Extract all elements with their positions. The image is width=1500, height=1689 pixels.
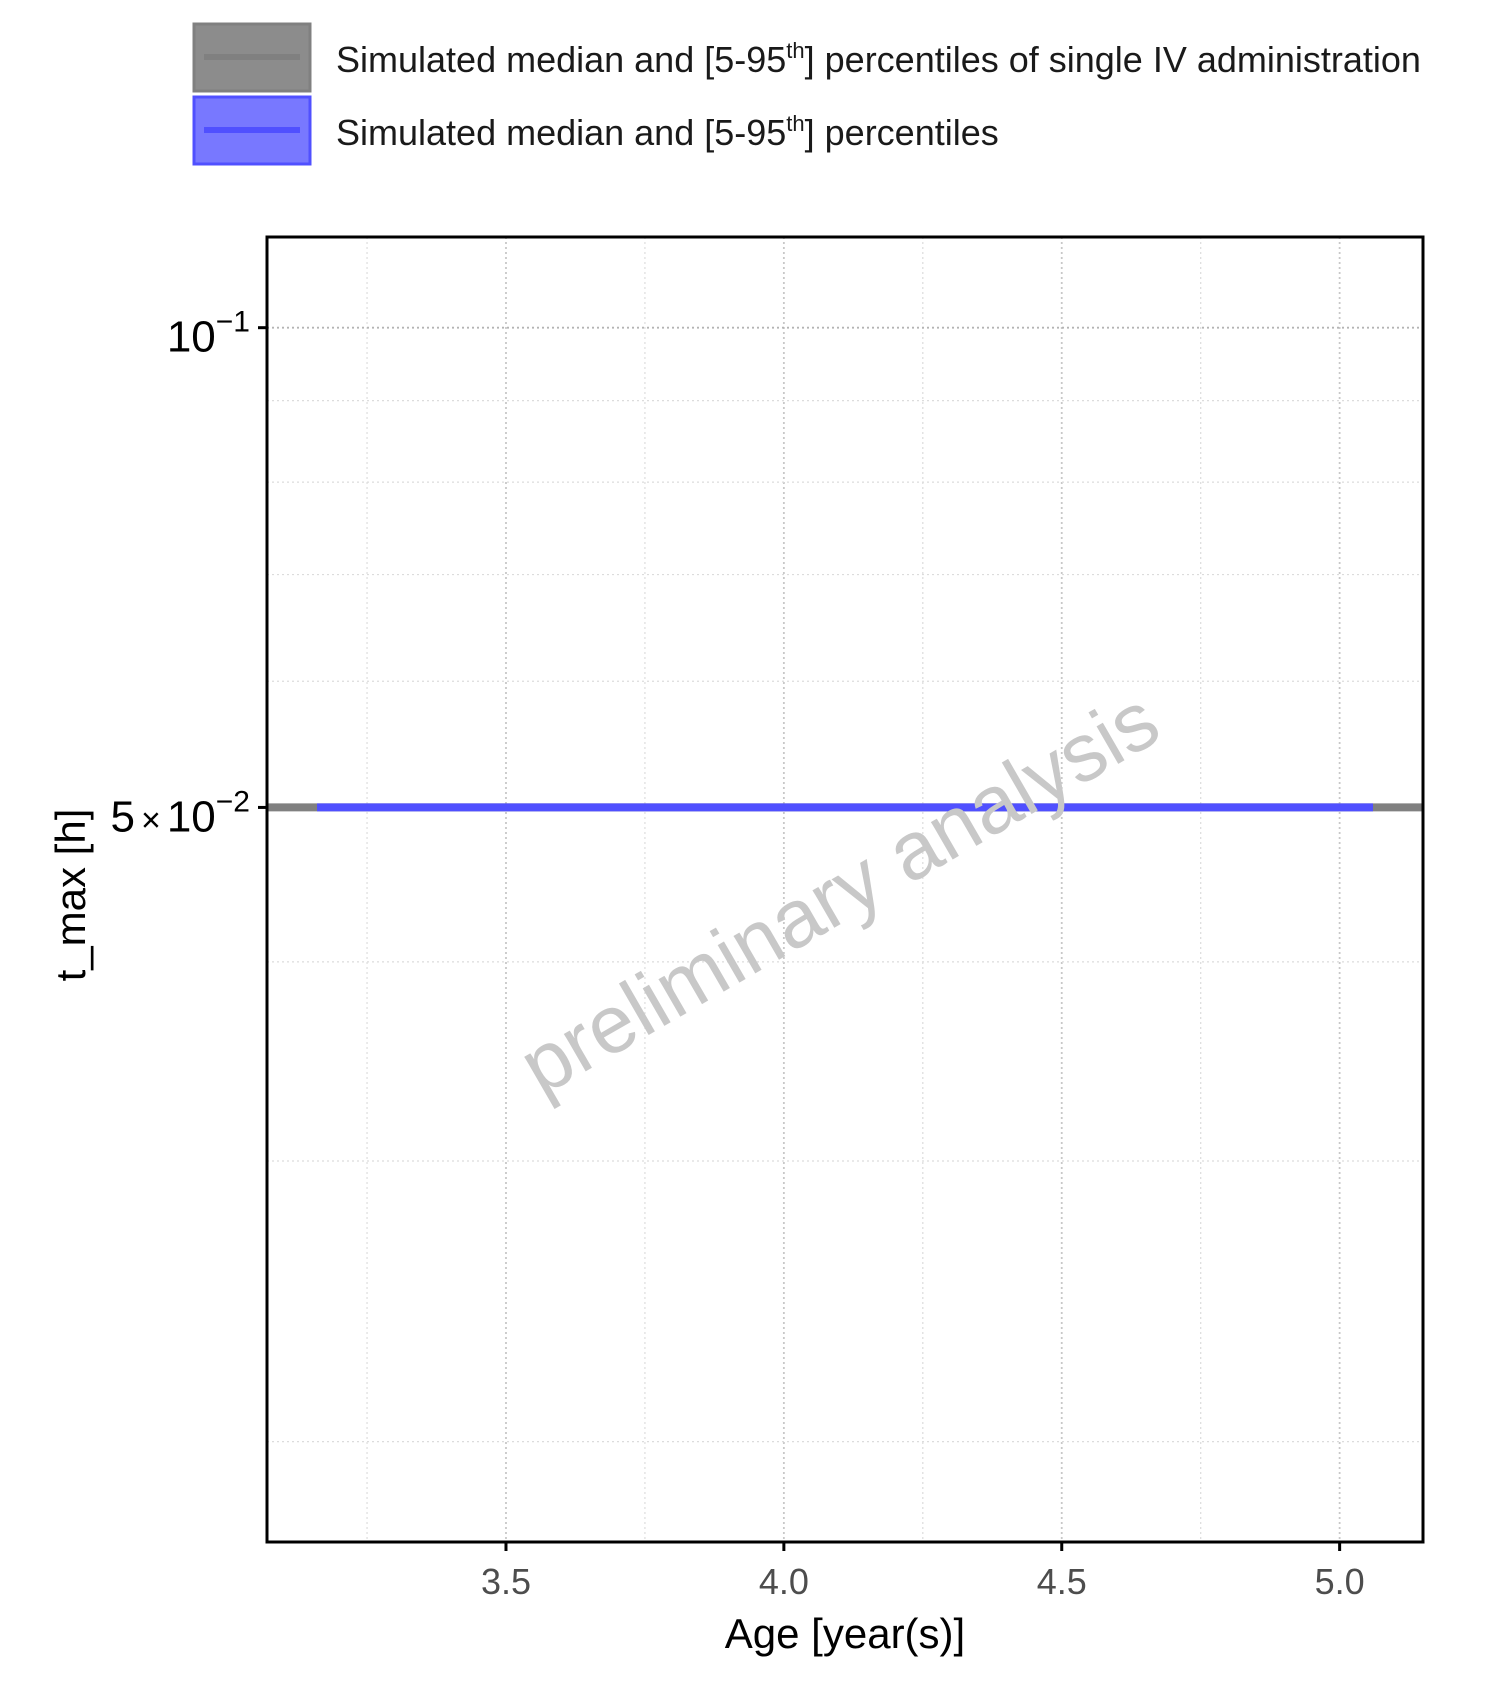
- y-tick-label: 5 × 10−2: [110, 785, 250, 841]
- watermark: preliminary analysis: [505, 674, 1174, 1113]
- legend-label-iv: Simulated median and [5-95th] percentile…: [336, 38, 1421, 80]
- y-axis: 10−1 5 × 10−2: [110, 306, 267, 841]
- plot-panel-border: [265, 235, 1425, 1544]
- legend-label-sim: Simulated median and [5-95th] percentile…: [336, 111, 999, 153]
- x-tick-label: 4.5: [1037, 1561, 1087, 1602]
- legend-item-iv: Simulated median and [5-95th] percentile…: [192, 22, 1421, 93]
- x-axis-title: Age [year(s)]: [725, 1610, 965, 1657]
- x-axis: 3.5 4.0 4.5 5.0: [481, 1542, 1365, 1602]
- x-tick-label: 5.0: [1315, 1561, 1365, 1602]
- y-axis-title: t_max [h]: [47, 809, 94, 982]
- x-tick-label: 3.5: [481, 1561, 531, 1602]
- y-tick-label: 10−1: [167, 306, 250, 362]
- legend: Simulated median and [5-95th] percentile…: [192, 22, 1421, 166]
- legend-item-sim: Simulated median and [5-95th] percentile…: [192, 95, 999, 166]
- x-tick-label: 4.0: [759, 1561, 809, 1602]
